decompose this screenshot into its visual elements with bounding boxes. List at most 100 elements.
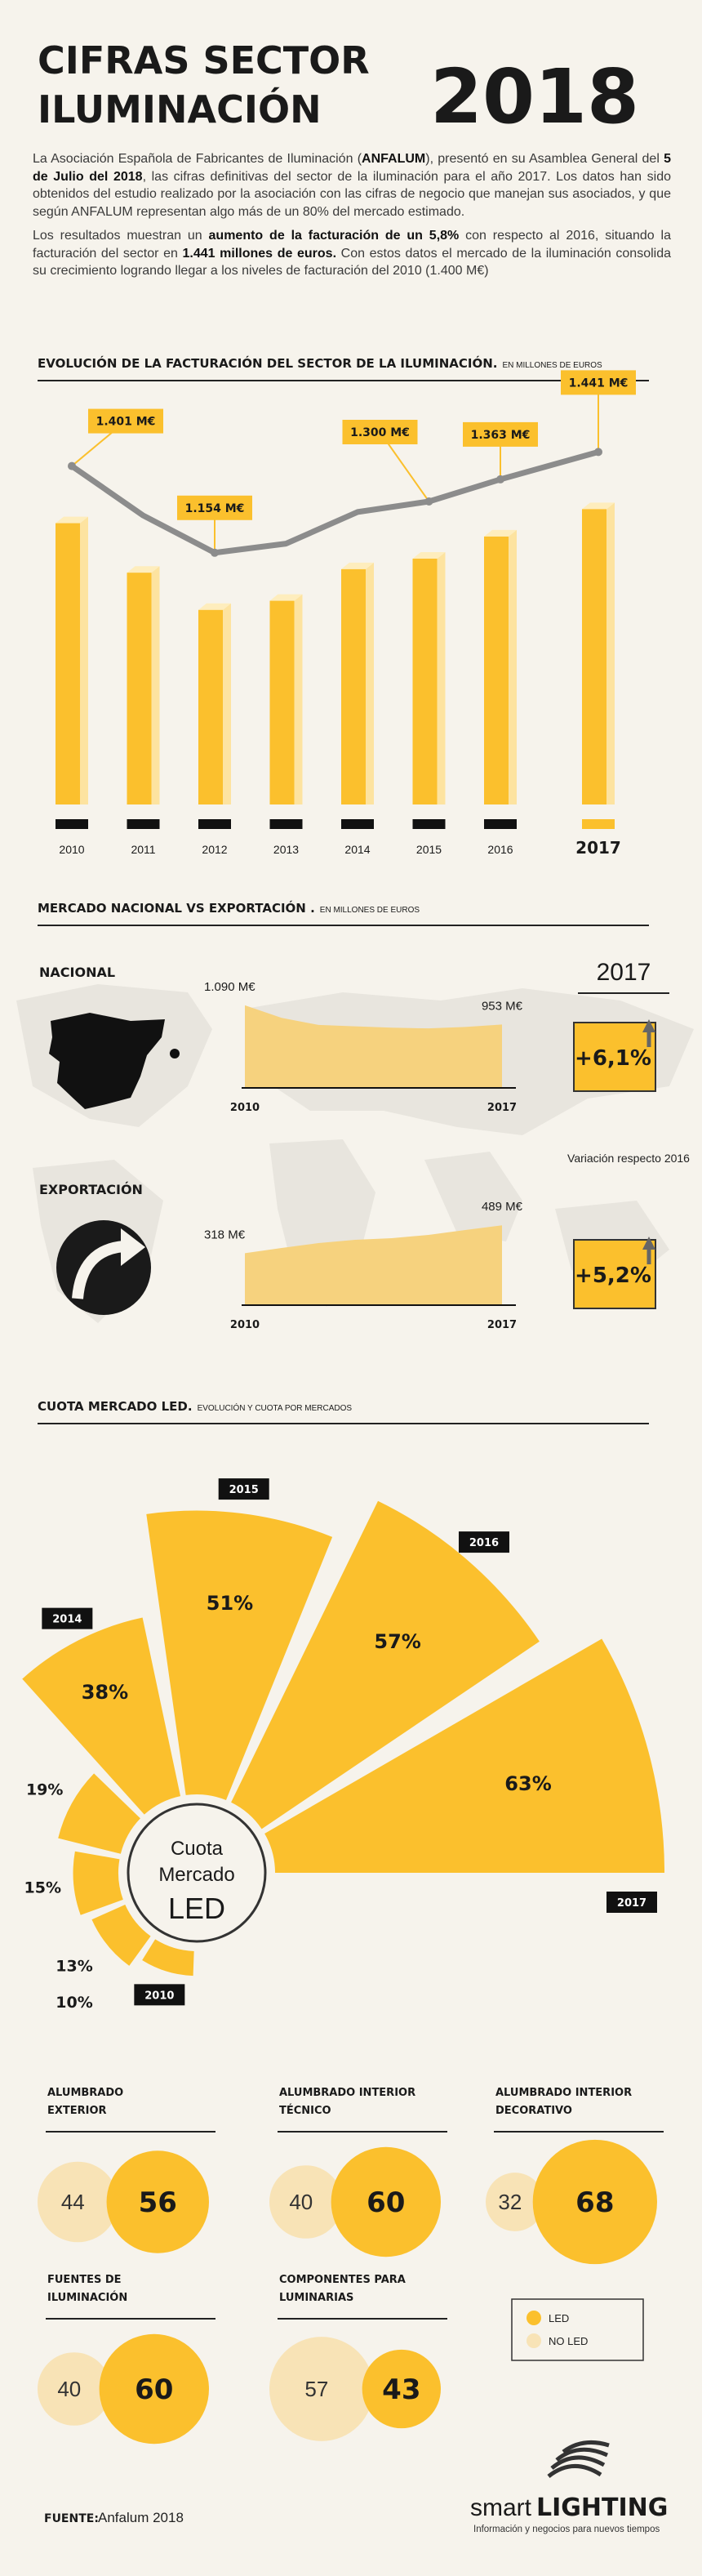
change-arrow-head (642, 1237, 655, 1250)
year-tag-label: 2010 (144, 1990, 174, 2002)
line-point (68, 461, 76, 470)
year-tag (606, 1892, 657, 1913)
bar (582, 502, 615, 804)
year-tag (218, 1478, 269, 1500)
x-marker (269, 819, 303, 829)
x-marker (412, 819, 446, 829)
value-label: 1.441 M€ (569, 377, 629, 390)
year-tag (134, 1984, 185, 2006)
x-marker (582, 819, 615, 829)
bar (341, 562, 374, 804)
change-note: Variación respecto 2016 (567, 1152, 690, 1165)
bar (198, 603, 231, 804)
text-run: La Asociación Española de Fabricantes de… (33, 152, 362, 166)
export-icon (56, 1220, 151, 1315)
section-subtitle: EVOLUCIÓN Y CUOTA POR MERCADOS (198, 1402, 353, 1413)
center-circle (127, 1803, 267, 1943)
value-label: 1.363 M€ (471, 429, 531, 442)
legend-swatch (526, 2333, 541, 2348)
bar (484, 529, 517, 804)
spain-map (49, 1013, 180, 1109)
line-point (424, 497, 433, 506)
bar-front (484, 536, 509, 804)
legend-label: NO LED (549, 2335, 588, 2347)
text-run: ANFALUM (362, 152, 426, 166)
bubble-label: 43 (382, 2373, 420, 2406)
x-tick-label: 2010 (230, 1319, 260, 1331)
x-marker (484, 819, 517, 829)
wedge (73, 1851, 123, 1915)
bar-side (151, 566, 160, 804)
bar-side (606, 502, 615, 804)
bar-front (582, 509, 606, 804)
text-run: 1.441 millones de euros. (182, 246, 337, 261)
bar (269, 594, 303, 804)
spain-shape (49, 1013, 165, 1109)
paragraph: La Asociación Española de Fabricantes de… (33, 150, 671, 221)
area (245, 1225, 502, 1305)
center-label: Mercado (158, 1864, 234, 1886)
bar (412, 552, 446, 804)
x-marker (198, 819, 231, 829)
bar-top (198, 603, 231, 610)
source-text: Anfalum 2018 (98, 2510, 184, 2525)
icon-arrow-head (121, 1228, 145, 1266)
text-run: , las cifras definitivas del sector de l… (33, 169, 671, 219)
wedge (22, 1617, 181, 1815)
wedge (58, 1773, 140, 1854)
wedge (91, 1905, 151, 1966)
wedge (231, 1500, 540, 1829)
text-run: ), presentó en su Asamblea General del (425, 152, 664, 166)
text-run: con respecto al 2016, situando la factur… (33, 229, 672, 261)
bar-top (269, 594, 303, 601)
bar-top (484, 529, 517, 537)
value-label: 318 M€ (204, 1228, 246, 1241)
bar-front (341, 568, 366, 804)
title-line: ILUMINACIÓN (38, 87, 322, 131)
bar-top (341, 562, 374, 569)
change-arrow-head (642, 1019, 655, 1032)
label-box (177, 495, 252, 520)
year-tag-label: 2015 (229, 1484, 259, 1496)
bubble-label: 40 (57, 2377, 81, 2401)
logo-light: smart (470, 2494, 532, 2521)
market-title: DECORATIVO (495, 2105, 572, 2117)
bubble-led (532, 2139, 658, 2265)
year-tag (458, 1531, 509, 1553)
section-title-main: EVOLUCIÓN DE LA FACTURACIÓN DEL SECTOR D… (38, 355, 497, 371)
center-label: LED (168, 1892, 225, 1925)
bubble-noled (38, 2161, 118, 2243)
value-label: 1.401 M€ (96, 416, 156, 429)
bar (127, 566, 160, 804)
bar-side (366, 562, 374, 804)
wedge (146, 1510, 333, 1800)
text-run: Los resultados muestran un (33, 229, 209, 243)
x-marker (341, 819, 374, 829)
label-box (342, 420, 418, 444)
market-title: ALUMBRADO INTERIOR (495, 2087, 632, 2099)
logo-arc (547, 2464, 602, 2478)
wedge (264, 1638, 664, 1873)
value-label: 19% (26, 1781, 63, 1799)
map-shape (424, 1152, 522, 1241)
label-box (561, 370, 636, 395)
bubble-label: 40 (289, 2190, 313, 2214)
change-box (573, 1239, 656, 1309)
market-title: ALUMBRADO (47, 2087, 123, 2099)
value-label: 51% (207, 1592, 253, 1615)
label-box (88, 408, 163, 434)
logo-arc (562, 2440, 610, 2454)
x-tick-label: 2016 (487, 843, 513, 856)
logo-bold: LIGHTING (536, 2494, 668, 2522)
line-point (496, 475, 504, 484)
x-marker (56, 819, 88, 829)
bubble-led (362, 2349, 441, 2429)
bubble-noled (38, 2352, 111, 2426)
bubble-led (106, 2150, 209, 2253)
bar-front (412, 559, 438, 804)
value-label: 15% (24, 1879, 61, 1897)
x-tick-label: 2012 (202, 843, 227, 856)
bar-top (56, 516, 88, 524)
legend-label: LED (549, 2312, 569, 2324)
